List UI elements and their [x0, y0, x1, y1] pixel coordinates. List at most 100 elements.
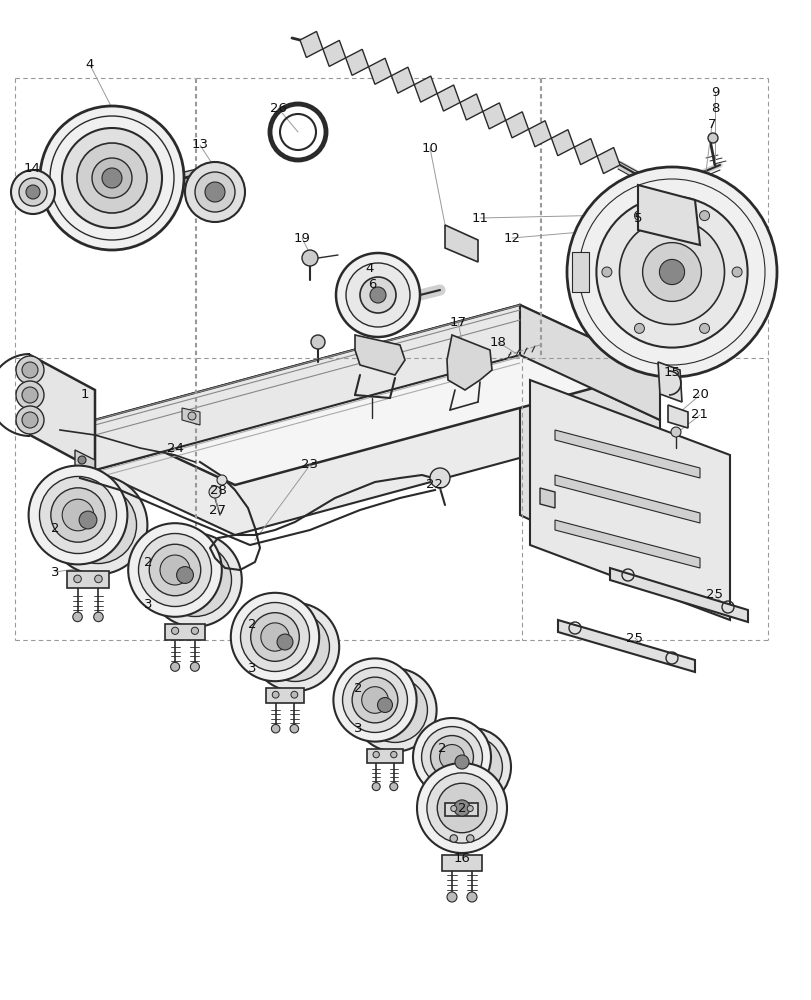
Circle shape	[271, 724, 280, 733]
Circle shape	[439, 745, 464, 769]
Polygon shape	[441, 855, 482, 871]
Polygon shape	[573, 139, 596, 165]
Circle shape	[302, 250, 318, 266]
Circle shape	[432, 728, 510, 806]
Circle shape	[22, 387, 38, 403]
Text: 24: 24	[166, 442, 183, 454]
Polygon shape	[345, 49, 368, 75]
Circle shape	[427, 773, 496, 843]
Circle shape	[260, 613, 329, 681]
Circle shape	[449, 835, 457, 842]
Text: 2: 2	[144, 556, 152, 568]
Polygon shape	[95, 305, 519, 470]
Circle shape	[311, 335, 324, 349]
Circle shape	[78, 456, 86, 464]
Circle shape	[361, 687, 388, 713]
Polygon shape	[505, 112, 528, 138]
Circle shape	[430, 736, 473, 778]
Circle shape	[251, 603, 339, 691]
Polygon shape	[414, 76, 436, 102]
Text: 22: 22	[426, 479, 443, 491]
Circle shape	[73, 612, 82, 622]
Circle shape	[619, 220, 723, 324]
Polygon shape	[519, 355, 659, 580]
Circle shape	[128, 523, 221, 617]
Circle shape	[699, 211, 709, 221]
Polygon shape	[637, 185, 699, 245]
Polygon shape	[95, 305, 659, 485]
Polygon shape	[554, 475, 699, 523]
Circle shape	[93, 612, 103, 622]
Circle shape	[372, 751, 379, 758]
Circle shape	[191, 627, 198, 634]
Text: 15: 15	[663, 365, 680, 378]
Polygon shape	[657, 362, 681, 402]
Text: 2: 2	[457, 802, 466, 814]
Circle shape	[595, 196, 747, 348]
Circle shape	[170, 662, 179, 671]
Polygon shape	[539, 488, 554, 508]
Circle shape	[22, 362, 38, 378]
Text: 2: 2	[50, 522, 59, 534]
Polygon shape	[460, 94, 483, 120]
Text: 5: 5	[633, 212, 642, 225]
Circle shape	[389, 783, 397, 791]
Circle shape	[195, 172, 234, 212]
Text: 13: 13	[191, 138, 208, 151]
Circle shape	[190, 662, 200, 671]
Polygon shape	[551, 130, 573, 156]
Text: 10: 10	[421, 141, 438, 154]
Circle shape	[74, 575, 81, 583]
Circle shape	[446, 892, 457, 902]
Circle shape	[699, 323, 709, 333]
Circle shape	[28, 466, 127, 564]
Circle shape	[670, 427, 680, 437]
Text: 23: 23	[301, 458, 318, 472]
Polygon shape	[519, 305, 659, 420]
Text: 11: 11	[471, 212, 488, 225]
Polygon shape	[367, 749, 402, 763]
Circle shape	[601, 267, 611, 277]
Circle shape	[204, 182, 225, 202]
Circle shape	[436, 783, 486, 833]
Text: 3: 3	[50, 566, 59, 578]
Circle shape	[441, 737, 502, 797]
Polygon shape	[299, 31, 323, 58]
Circle shape	[371, 783, 380, 791]
Circle shape	[102, 168, 122, 188]
Text: 19: 19	[294, 232, 310, 244]
Polygon shape	[557, 620, 694, 672]
Circle shape	[659, 259, 684, 285]
Text: 9: 9	[710, 86, 719, 99]
Text: 28: 28	[209, 484, 226, 496]
Circle shape	[390, 751, 397, 758]
Circle shape	[79, 511, 97, 529]
Circle shape	[377, 698, 392, 712]
Circle shape	[230, 593, 319, 681]
Circle shape	[417, 763, 506, 853]
Circle shape	[40, 476, 117, 554]
Circle shape	[454, 755, 469, 769]
Circle shape	[16, 356, 44, 384]
Circle shape	[466, 806, 473, 812]
Circle shape	[707, 133, 717, 143]
Polygon shape	[554, 520, 699, 568]
Circle shape	[16, 381, 44, 409]
Circle shape	[277, 634, 293, 650]
Polygon shape	[554, 430, 699, 478]
Polygon shape	[75, 450, 95, 475]
Polygon shape	[446, 335, 491, 390]
Text: 25: 25	[626, 632, 642, 645]
Polygon shape	[483, 103, 505, 129]
Polygon shape	[266, 688, 303, 703]
Polygon shape	[368, 58, 391, 84]
Circle shape	[272, 691, 279, 698]
Polygon shape	[391, 67, 414, 93]
Circle shape	[370, 287, 385, 303]
Circle shape	[466, 892, 476, 902]
Text: 26: 26	[269, 102, 286, 114]
Text: 21: 21	[691, 408, 708, 422]
Polygon shape	[182, 408, 200, 425]
Circle shape	[353, 668, 436, 752]
Circle shape	[421, 727, 482, 787]
